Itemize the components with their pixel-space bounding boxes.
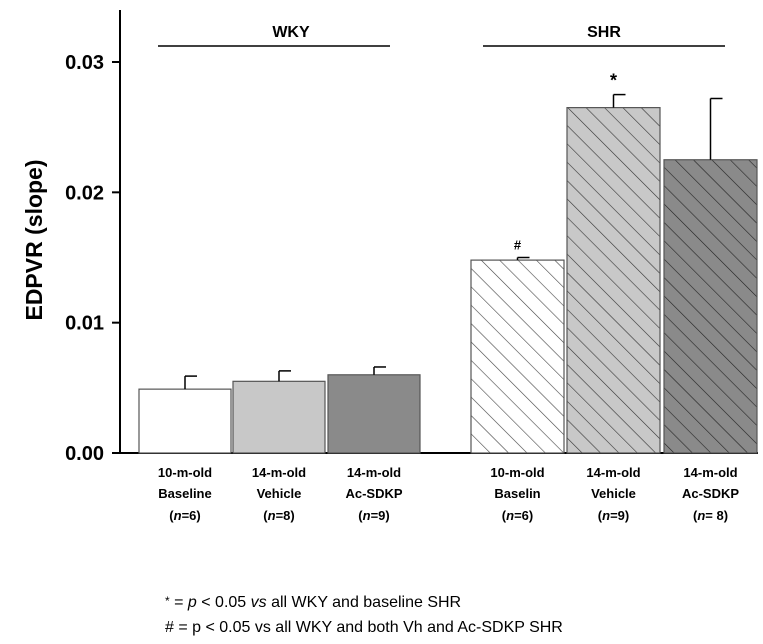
footnote-star: * = p < 0.05 vs all WKY and baseline SHR xyxy=(165,594,462,611)
significance-mark: * xyxy=(610,71,617,91)
x-tick-label-line1: 14-m-old xyxy=(586,465,640,480)
significance-mark: # xyxy=(514,238,522,253)
bar-hatch xyxy=(664,159,757,453)
bar-hatch xyxy=(471,260,564,453)
bars: #* xyxy=(138,71,758,454)
x-tick-label-line1: 10-m-old xyxy=(158,465,212,480)
x-tick-label-line1: 14-m-old xyxy=(252,465,306,480)
x-tick-label-line2: Ac-SDKP xyxy=(345,486,402,501)
bar-hatch xyxy=(567,107,660,453)
x-tick-label-n: (n=9) xyxy=(598,508,629,523)
footnote-hash: # = p < 0.05 vs all WKY and both Vh and … xyxy=(165,619,563,636)
x-tick-label-line1: 14-m-old xyxy=(347,465,401,480)
y-tick-label: 0.00 xyxy=(65,443,104,465)
x-tick-label-n: (n= 8) xyxy=(693,508,728,523)
bar xyxy=(139,389,231,453)
y-tick-label: 0.02 xyxy=(65,182,104,204)
group-label: WKY xyxy=(272,24,310,41)
y-axis-label: EDPVR (slope) xyxy=(21,159,47,320)
bar xyxy=(233,381,325,453)
x-tick-label-n: (n=6) xyxy=(502,508,533,523)
x-tick-label-line2: Baseline xyxy=(158,486,211,501)
x-tick-label-n: (n=6) xyxy=(169,508,200,523)
labels: WKY 10-m-old Baseline (n=6) 14-m-old Vehicle (… xyxy=(158,24,739,523)
footnote-star-symbol: * xyxy=(165,594,170,608)
group-label: SHR xyxy=(587,24,621,41)
x-tick-label-n: (n=9) xyxy=(358,508,389,523)
x-tick-label-line1: 14-m-old xyxy=(683,465,737,480)
x-tick-label-line2: Vehicle xyxy=(257,486,302,501)
x-tick-label-line2: Vehicle xyxy=(591,486,636,501)
bar xyxy=(328,374,420,453)
x-tick-label-n: (n=8) xyxy=(263,508,294,523)
y-tick-label: 0.01 xyxy=(65,313,104,335)
x-tick-label-line2: Ac-SDKP xyxy=(682,486,739,501)
x-tick-label-line2: Baselin xyxy=(494,486,540,501)
y-tick-label: 0.03 xyxy=(65,52,104,74)
x-tick-label-line1: 10-m-old xyxy=(490,465,544,480)
